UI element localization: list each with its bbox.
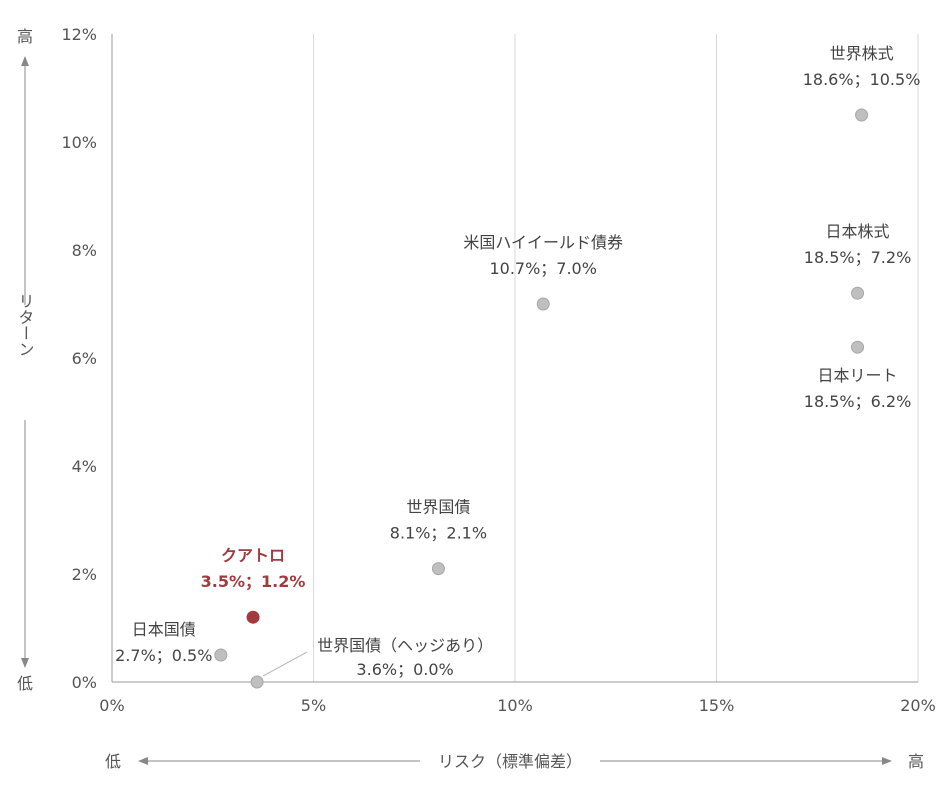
point-name-label: 世界国債	[406, 498, 470, 517]
data-point	[855, 108, 869, 122]
y-axis-indicator: 高 リターン 低	[16, 27, 35, 693]
point-value-label: 18.6%；10.5%	[803, 70, 921, 89]
point-name-label: 米国ハイイールド債券	[463, 233, 623, 252]
x-arrow-left-icon	[138, 757, 148, 765]
data-point	[250, 675, 264, 689]
point-value-label: 10.7%；7.0%	[489, 259, 596, 278]
x-tick-label: 20%	[900, 696, 936, 715]
y-tick-label: 10%	[61, 133, 97, 152]
data-point	[431, 562, 445, 576]
y-tick-label: 2%	[72, 565, 97, 584]
data-point-group: クアトロ 3.5%；1.2%	[201, 546, 306, 624]
data-point-group: 世界株式 18.6%；10.5%	[803, 44, 921, 122]
x-tick-label: 10%	[497, 696, 533, 715]
y-tick-label: 8%	[72, 241, 97, 260]
x-axis-indicator: 低 リスク（標準偏差） 高	[105, 752, 924, 771]
x-high-label: 高	[908, 752, 924, 771]
point-name-label: 日本国債	[132, 620, 196, 639]
y-tick-label: 4%	[72, 457, 97, 476]
y-high-label: 高	[17, 27, 33, 46]
x-low-label: 低	[105, 752, 121, 771]
y-arrow-down-icon	[21, 658, 29, 668]
data-point	[851, 340, 865, 354]
data-point-group: 日本リート 18.5%；6.2%	[804, 340, 911, 411]
data-points: 世界株式 18.6%；10.5% 米国ハイイールド債券 10.7%；7.0% 日本株式 1…	[115, 44, 921, 689]
point-value-label: 3.6%；0.0%	[356, 660, 453, 679]
data-point-group: 日本株式 18.5%；7.2%	[804, 222, 911, 300]
point-value-label: 2.7%；0.5%	[115, 646, 212, 665]
data-point	[214, 648, 228, 662]
point-name-label: 世界国債（ヘッジあり）	[317, 636, 493, 655]
callout-leader-line	[262, 651, 308, 677]
data-point-group: 日本国債 2.7%；0.5%	[115, 620, 228, 665]
data-point-group: 米国ハイイールド債券 10.7%；7.0%	[463, 233, 623, 311]
point-name-label: 日本リート	[818, 366, 898, 385]
point-value-label: 8.1%；2.1%	[390, 524, 487, 543]
y-tick-label: 0%	[72, 673, 97, 692]
grid-lines	[313, 34, 919, 682]
point-name-label: 日本株式	[826, 222, 890, 241]
y-axis-title: リターン	[16, 293, 35, 357]
y-tick-label: 12%	[61, 25, 97, 44]
x-tick-labels: 0% 5% 10% 15% 20%	[99, 696, 935, 715]
x-tick-label: 15%	[699, 696, 735, 715]
y-tick-labels: 0% 2% 4% 6% 8% 10% 12%	[61, 25, 97, 692]
x-arrow-right-icon	[882, 757, 892, 765]
point-value-label: 3.5%；1.2%	[201, 572, 306, 591]
point-value-label: 18.5%；6.2%	[804, 392, 911, 411]
data-point	[851, 286, 865, 300]
axes	[111, 34, 918, 683]
point-value-label: 18.5%；7.2%	[804, 248, 911, 267]
data-point	[246, 610, 260, 624]
y-low-label: 低	[17, 674, 33, 693]
data-point	[536, 297, 550, 311]
x-axis-title: リスク（標準偏差）	[438, 752, 582, 771]
x-tick-label: 0%	[99, 696, 124, 715]
y-tick-label: 6%	[72, 349, 97, 368]
data-point-group: 世界国債（ヘッジあり） 3.6%；0.0%	[250, 636, 493, 689]
y-arrow-up-icon	[21, 56, 29, 66]
data-point-group: 世界国債 8.1%；2.1%	[390, 498, 487, 576]
point-name-label: 世界株式	[830, 44, 894, 63]
point-name-label: クアトロ	[221, 546, 285, 565]
x-tick-label: 5%	[301, 696, 326, 715]
